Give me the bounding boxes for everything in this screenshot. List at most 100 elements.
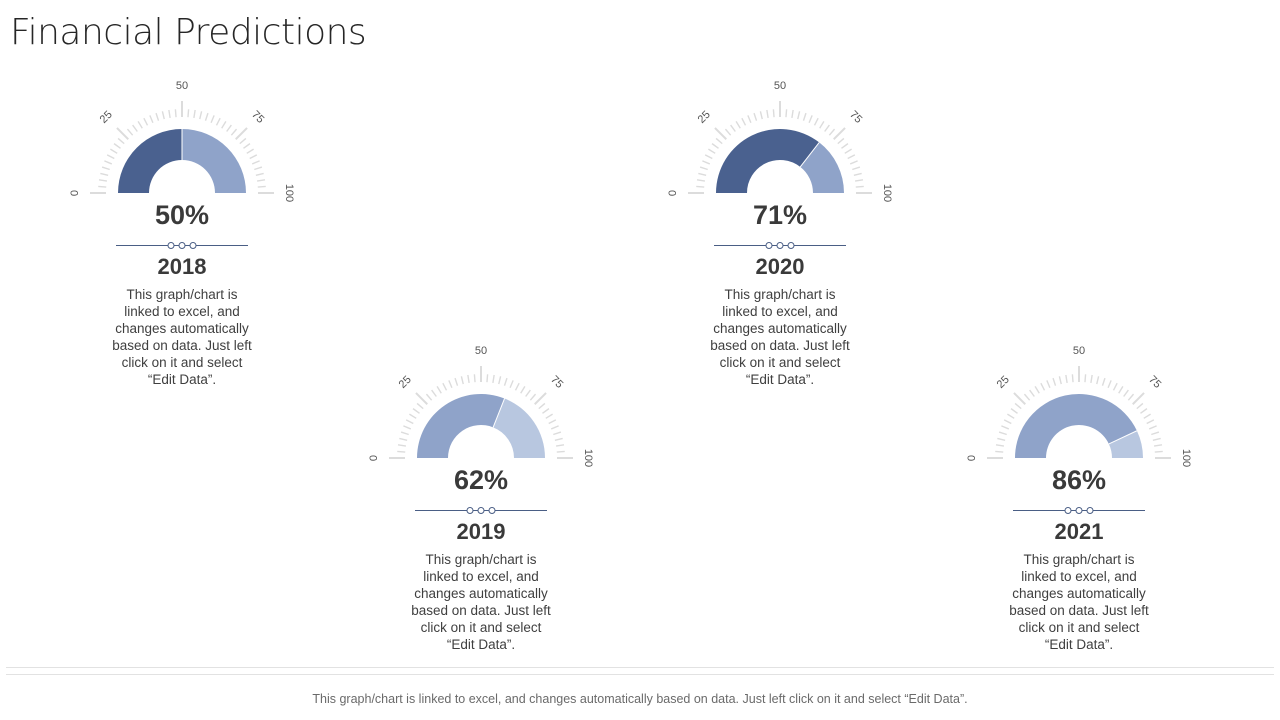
gauge-card-2021[interactable]: 0 25 50 75 100 86% 2021 This graph/chart is …: [959, 345, 1199, 665]
gauge-tick: [1136, 402, 1144, 410]
gauge-tick: [841, 143, 849, 149]
gauge-tick: [714, 127, 727, 140]
gauge-tick-label: 100: [582, 449, 594, 467]
gauge-tick: [1001, 425, 1010, 430]
gauge-tick: [215, 117, 221, 126]
gauge-tick: [230, 128, 238, 136]
gauge-value-label: 86%: [1051, 465, 1107, 495]
gauge-tick: [431, 389, 437, 397]
gauge-tick: [243, 143, 251, 149]
gauge-divider: [714, 240, 846, 252]
gauge-tick: [696, 185, 705, 188]
gauge-tick: [399, 437, 408, 441]
gauge-tick: [747, 115, 752, 124]
gauge-value-arc[interactable]: [1015, 394, 1137, 458]
footer-note: This graph/chart is linked to excel, and…: [312, 692, 968, 706]
gauge-tick: [554, 437, 563, 441]
gauge-tick: [1058, 376, 1062, 385]
gauge-tick: [766, 109, 769, 119]
gauge-tick: [534, 392, 547, 405]
gauge-tick: [735, 121, 741, 129]
gauge-tick-label: 50: [475, 345, 487, 357]
gauge-tick: [1101, 377, 1106, 386]
gauge-card-2019[interactable]: 0 25 50 75 100 62% 2019 This graph/chart is …: [361, 345, 601, 665]
gauge-tick: [545, 413, 553, 419]
gauge-value-arc[interactable]: [118, 129, 182, 193]
gauge-tick: [1090, 374, 1093, 384]
gauge-year-label: 2018: [157, 254, 207, 279]
gauge-year-label: 2021: [1054, 519, 1104, 544]
gauge-tick: [210, 115, 215, 124]
gauge-chart[interactable]: 0 25 50 75 100: [660, 80, 900, 210]
gauge-tick: [998, 431, 1007, 436]
gauge-tick: [400, 431, 409, 436]
gauge-divider: [1013, 505, 1145, 517]
gauge-tick: [1046, 380, 1051, 389]
gauge-chart[interactable]: 0 25 50 75 100: [959, 345, 1199, 475]
gauge-tick: [454, 377, 459, 386]
gauge-tick: [204, 112, 209, 121]
gauge-tick: [1096, 376, 1100, 385]
gauge-tick: [1013, 392, 1026, 405]
gauge-tick: [759, 111, 763, 120]
gauge-tick: [1007, 413, 1015, 419]
gauge-tick: [847, 154, 856, 160]
gauge-tick: [844, 148, 852, 154]
gauge-tick: [1140, 408, 1148, 414]
gauge-tick: [397, 450, 406, 453]
gauge-tick: [708, 148, 716, 154]
gauge-tick-label: 25: [397, 374, 414, 391]
gauge-tick: [403, 425, 412, 430]
gauge-remainder-arc[interactable]: [1108, 430, 1143, 458]
gauge-tick: [132, 124, 138, 132]
gauge-description: This graph/chart is linked to excel, and…: [112, 287, 252, 387]
gauge-tick: [100, 172, 109, 176]
gauge-year-label: 2020: [755, 254, 805, 279]
gauge-tick: [113, 143, 121, 149]
gauge-arc-separator: [492, 398, 506, 428]
gauge-remainder-arc[interactable]: [493, 398, 545, 458]
gauge-tick: [995, 444, 1005, 447]
gauge-tick: [824, 124, 830, 132]
gauge-divider: [116, 240, 248, 252]
gauge-tick-label: 50: [176, 80, 188, 92]
gauge-tick: [251, 160, 260, 165]
gauge-tick: [460, 376, 464, 385]
gauge-tick: [730, 124, 736, 132]
gauge-tick: [246, 148, 254, 154]
gauge-tick: [235, 127, 248, 140]
gauge-tick: [1153, 444, 1163, 447]
gauge-remainder-arc[interactable]: [800, 142, 844, 193]
gauge-tick: [538, 402, 546, 410]
gauge-tick: [997, 437, 1006, 441]
gauge-tick: [257, 185, 266, 188]
gauge-value-label: 71%: [752, 200, 808, 230]
gauge-tick-label: 75: [1146, 374, 1163, 391]
gauge-tick: [1152, 437, 1161, 441]
gauge-tick: [753, 112, 758, 121]
gauge-tick: [155, 112, 160, 121]
gauge-tick: [819, 121, 825, 129]
gauge-tick: [116, 127, 129, 140]
gauge-tick: [221, 121, 227, 129]
gauge-tick: [1127, 393, 1135, 401]
gauge-tick: [1003, 419, 1012, 425]
gauge-tick: [853, 172, 862, 176]
gauge-tick: [715, 137, 723, 145]
gauge-chart[interactable]: 0 25 50 75 100: [361, 345, 601, 475]
gauge-card-2018[interactable]: 0 25 50 75 100 50% 2018 This graph/chart is …: [62, 80, 302, 400]
gauge-tick: [791, 109, 794, 119]
gauge-tick: [187, 109, 190, 118]
gauge-value-label: 50%: [154, 200, 210, 230]
gauge-tick: [193, 109, 196, 119]
gauge-value-arc[interactable]: [716, 129, 820, 193]
gauge-tick: [101, 166, 110, 171]
gauge-tick: [995, 450, 1004, 453]
gauge-remainder-arc[interactable]: [182, 129, 246, 193]
gauge-card-2020[interactable]: 0 25 50 75 100 71% 2020 This graph/chart is …: [660, 80, 900, 400]
gauge-tick: [1132, 392, 1145, 405]
gauge-chart[interactable]: 0 25 50 75 100: [62, 80, 302, 210]
gauge-tick: [98, 179, 108, 182]
gauge-tick: [785, 109, 788, 118]
gauge-value-arc[interactable]: [417, 394, 505, 458]
